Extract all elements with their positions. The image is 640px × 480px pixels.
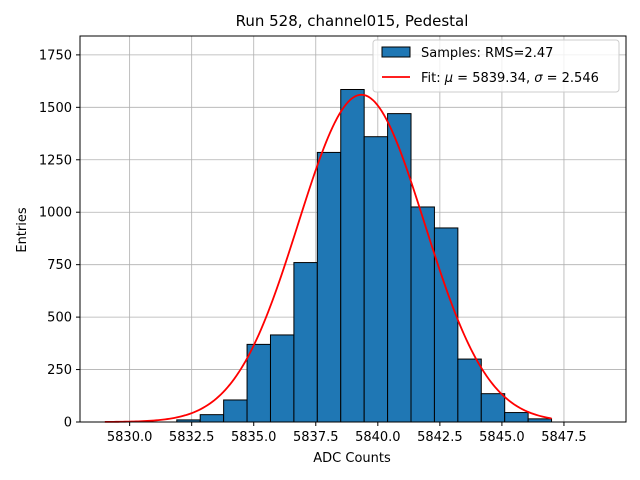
- histogram-bar-7: [340, 88, 365, 423]
- histogram-bar-2: [223, 399, 248, 423]
- y-axis-label: Entries: [15, 207, 30, 253]
- y-tick-label-6: 1500: [39, 101, 72, 116]
- y-tick-label-2: 500: [47, 311, 72, 326]
- legend-box: [372, 39, 620, 93]
- legend-label-samples: Samples: RMS=2.47: [421, 46, 553, 61]
- legend-fit-prefix: Fit:: [421, 71, 445, 86]
- histogram-bar-14: [504, 412, 529, 423]
- legend-fit-sigma-symbol: σ: [534, 71, 543, 86]
- x-tick-label-4: 5840.0: [355, 430, 401, 445]
- legend-label-fit: Fit: μ = 5839.34, σ = 2.546: [421, 71, 599, 86]
- x-tick-label-0: 5830.0: [107, 430, 153, 445]
- y-tick-label-4: 1000: [39, 206, 72, 221]
- histogram-bar-5: [293, 262, 318, 423]
- histogram-bar-12: [457, 358, 482, 423]
- x-tick-label-1: 5832.5: [169, 430, 215, 445]
- x-tick-label-2: 5835.0: [231, 430, 277, 445]
- histogram-bar-11: [433, 227, 459, 423]
- x-tick-label-6: 5845.0: [479, 430, 525, 445]
- histogram-bar-4: [269, 334, 295, 423]
- histogram-bar-9: [387, 113, 412, 423]
- histogram-bar-3: [246, 343, 271, 423]
- y-axis: 0 250 500 750 1000 1250 1500 1750: [39, 48, 80, 431]
- y-tick-label-7: 1750: [39, 48, 72, 63]
- fit-curve-layer: [104, 93, 552, 423]
- legend-swatch-samples: [381, 46, 411, 58]
- y-tick-label-3: 750: [47, 258, 72, 273]
- histogram-bars: [176, 88, 553, 423]
- y-tick-label-1: 250: [47, 363, 72, 378]
- legend-fit-mu-value: = 5839.34,: [453, 71, 534, 86]
- histogram-bar-8: [363, 136, 389, 423]
- chart-title: Run 528, channel015, Pedestal: [236, 12, 469, 30]
- legend-fit-mu-symbol: μ: [444, 71, 453, 86]
- gaussian-fit-curve: [104, 93, 552, 423]
- histogram-bar-6: [316, 151, 342, 423]
- legend-fit-sigma-value: = 2.546: [542, 71, 598, 86]
- x-axis-label: ADC Counts: [313, 451, 391, 466]
- x-axis: 5830.0 5832.5 5835.0 5837.5 5840.0 5842.5 5845…: [107, 422, 587, 445]
- x-tick-label-7: 5847.5: [541, 430, 587, 445]
- x-tick-label-3: 5837.5: [293, 430, 339, 445]
- y-tick-label-5: 1250: [39, 153, 72, 168]
- y-tick-label-0: 0: [64, 416, 72, 431]
- plot-frame: [79, 35, 627, 423]
- histogram-bar-1: [199, 414, 225, 423]
- x-tick-label-5: 5842.5: [417, 430, 463, 445]
- histogram-bar-10: [410, 206, 435, 423]
- histogram-bar-13: [480, 393, 506, 423]
- legend: Samples: RMS=2.47 Fit: μ = 5839.34, σ = …: [372, 39, 620, 93]
